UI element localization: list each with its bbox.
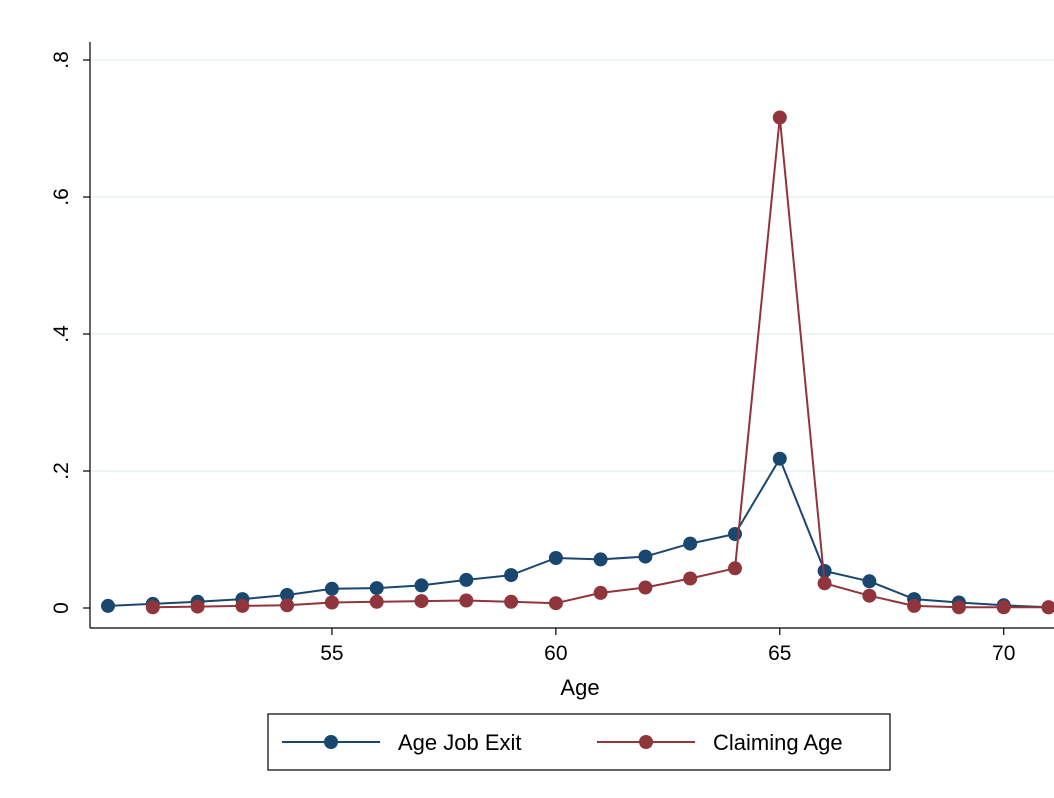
data-point [414,594,429,609]
data-point [772,451,787,466]
data-point [369,594,384,609]
data-point [190,599,205,614]
series-layer [101,110,1054,615]
legend-marker-age-job-exit [324,735,338,749]
data-point [1041,600,1054,615]
data-point [504,568,519,583]
data-point [459,572,474,587]
x-tick-label: 65 [768,642,791,665]
data-point [280,598,295,613]
grid [90,59,1054,472]
y-tick-label: .8 [50,51,73,69]
series-age-job-exit [101,451,1054,615]
series-line [107,457,1049,609]
y-tick-label: .2 [50,462,73,480]
data-point [548,551,563,565]
data-point [862,588,877,603]
series-claiming-age [145,110,1054,615]
axes [89,42,1054,629]
data-point [235,598,250,613]
legend-marker-claiming-age [639,735,653,749]
x-ticks: 55 60 65 70 [320,628,1015,665]
y-tick-label: 0 [50,602,73,614]
y-tick-label: .4 [50,325,73,343]
data-point [593,552,608,567]
data-point [862,574,877,589]
x-tick-label: 70 [992,642,1015,665]
x-tick-label: 55 [320,642,343,665]
data-point [772,110,787,125]
data-point [459,593,474,608]
data-point [817,576,832,591]
data-point [593,585,608,600]
data-point [324,595,339,610]
data-point [638,580,653,595]
data-point [683,536,698,551]
data-point [638,549,653,564]
data-point [728,561,742,576]
data-point [280,588,295,602]
y-tick-label: .6 [50,188,73,206]
legend: Age Job Exit Claiming Age [267,713,891,771]
data-point [996,600,1011,615]
data-point [548,596,563,611]
x-tick-label: 60 [544,642,567,665]
legend-label-age-job-exit: Age Job Exit [398,730,522,755]
data-point [369,581,384,596]
legend-label-claiming-age: Claiming Age [713,730,843,755]
data-point [101,598,115,613]
data-point [817,564,832,578]
data-point [683,571,698,586]
data-point [907,598,922,613]
data-point [951,600,966,615]
data-point [504,594,519,609]
data-point [414,578,429,593]
data-point [324,581,339,596]
y-ticks: 0 .2 .4 .6 .8 [50,51,90,614]
x-axis-title: Age [560,675,599,700]
data-point [145,600,160,615]
